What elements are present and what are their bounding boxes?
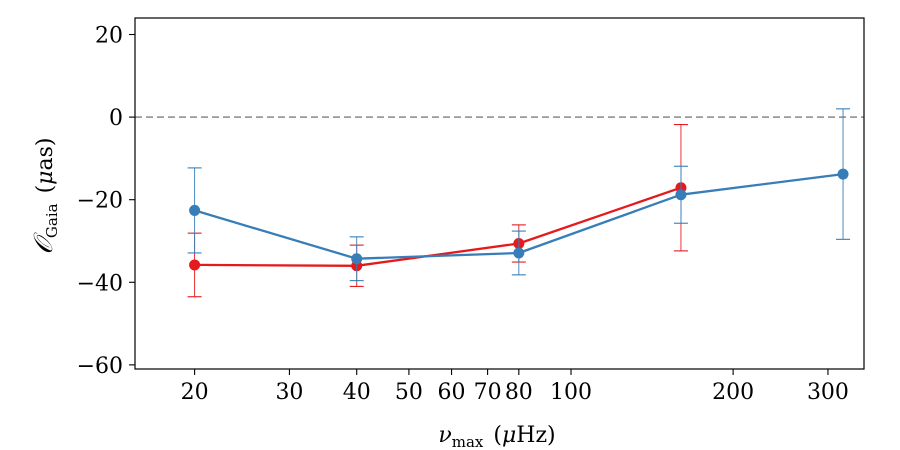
x-tick-label: 80	[505, 380, 533, 405]
y-axis-label-unit-mu: μ	[33, 171, 58, 185]
data-point-blue	[837, 168, 849, 180]
y-tick-label: −20	[77, 189, 123, 214]
x-axis-label-unit-rest: Hz)	[516, 423, 555, 448]
data-point-blue	[675, 189, 687, 201]
x-tick-label: 100	[550, 380, 592, 405]
x-axis-label-unit-open: (	[493, 423, 502, 448]
series-group	[187, 108, 851, 298]
series-line-red	[194, 186, 682, 267]
x-tick-label: 30	[275, 380, 303, 405]
data-point-red	[189, 259, 201, 271]
y-axis-label-unit-rest: as)	[33, 138, 58, 171]
x-axis-label-symbol: ν	[438, 423, 451, 448]
x-tick-label: 70	[474, 380, 502, 405]
x-axis: 20 30 40 50 60 70 80 100 200 300	[181, 369, 849, 405]
x-tick-label: 200	[712, 380, 754, 405]
series-blue	[187, 108, 851, 282]
x-tick-label: 20	[181, 380, 209, 405]
data-point-blue	[351, 253, 363, 265]
y-axis: −60 −40 −20 0 20	[77, 24, 135, 379]
y-axis-label: 𝒪Gaia(μas)	[29, 138, 61, 255]
y-axis-label-unit-open: (	[33, 185, 58, 194]
y-axis-label-subscript: Gaia	[43, 203, 61, 238]
x-axis-label-subscript: max	[452, 433, 484, 450]
y-tick-label: −60	[77, 354, 123, 379]
y-tick-label: −40	[77, 271, 123, 296]
x-tick-label: 50	[395, 380, 423, 405]
x-tick-label: 40	[343, 380, 371, 405]
data-point-blue	[513, 247, 525, 259]
plot-area	[135, 18, 864, 369]
y-tick-label: 0	[109, 106, 123, 131]
x-tick-label: 60	[438, 380, 466, 405]
x-tick-label: 300	[807, 380, 849, 405]
x-axis-label-unit-mu: μ	[502, 423, 516, 448]
data-point-blue	[189, 204, 201, 216]
x-axis-label: νmax (μHz)	[438, 423, 555, 450]
plot-frame	[134, 17, 865, 370]
y-tick-label: 20	[95, 24, 123, 49]
